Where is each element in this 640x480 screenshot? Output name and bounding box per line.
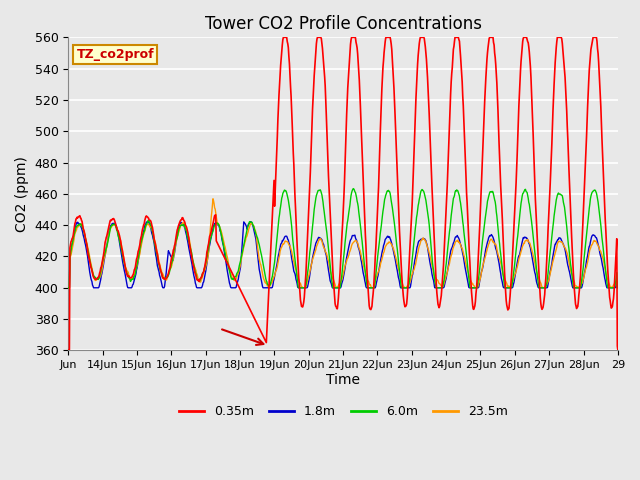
Title: Tower CO2 Profile Concentrations: Tower CO2 Profile Concentrations bbox=[205, 15, 481, 33]
Y-axis label: CO2 (ppm): CO2 (ppm) bbox=[15, 156, 29, 232]
Legend: 0.35m, 1.8m, 6.0m, 23.5m: 0.35m, 1.8m, 6.0m, 23.5m bbox=[173, 400, 513, 423]
Text: TZ_co2prof: TZ_co2prof bbox=[77, 48, 154, 60]
X-axis label: Time: Time bbox=[326, 373, 360, 387]
